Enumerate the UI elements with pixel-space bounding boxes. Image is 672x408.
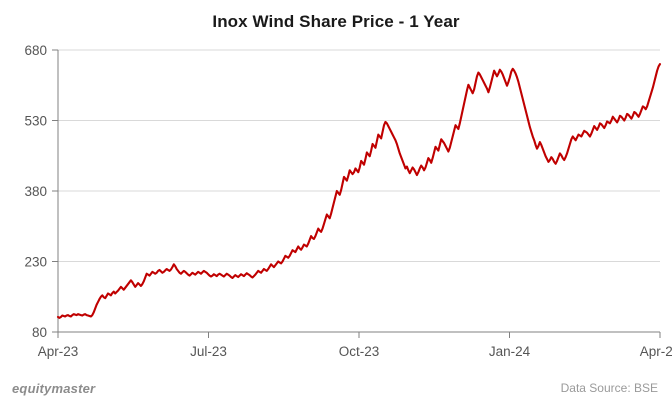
x-tick-label: Apr-23 bbox=[38, 344, 79, 359]
x-tick-label: Oct-23 bbox=[339, 344, 380, 359]
y-tick-label: 80 bbox=[32, 325, 47, 340]
x-axis-labels: Apr-23 Jul-23 Oct-23 Jan-24 Apr-24 bbox=[38, 344, 672, 359]
y-tick-marks bbox=[52, 49, 58, 333]
y-tick-label: 530 bbox=[24, 114, 47, 129]
brand-watermark: equitymaster bbox=[12, 381, 96, 396]
y-axis-labels: 80 230 380 530 680 bbox=[24, 43, 47, 340]
y-tick-label: 380 bbox=[24, 184, 47, 199]
y-tick-label: 680 bbox=[24, 43, 47, 58]
x-tick-marks bbox=[57, 332, 661, 338]
x-tick-label: Jan-24 bbox=[489, 344, 531, 359]
chart-title: Inox Wind Share Price - 1 Year bbox=[212, 12, 460, 31]
y-tick-label: 230 bbox=[24, 255, 47, 270]
x-tick-label: Jul-23 bbox=[190, 344, 227, 359]
gridlines bbox=[58, 49, 660, 333]
price-line-series bbox=[56, 63, 662, 319]
x-tick-label: Apr-24 bbox=[640, 344, 672, 359]
data-source-label: Data Source: BSE bbox=[560, 381, 658, 395]
